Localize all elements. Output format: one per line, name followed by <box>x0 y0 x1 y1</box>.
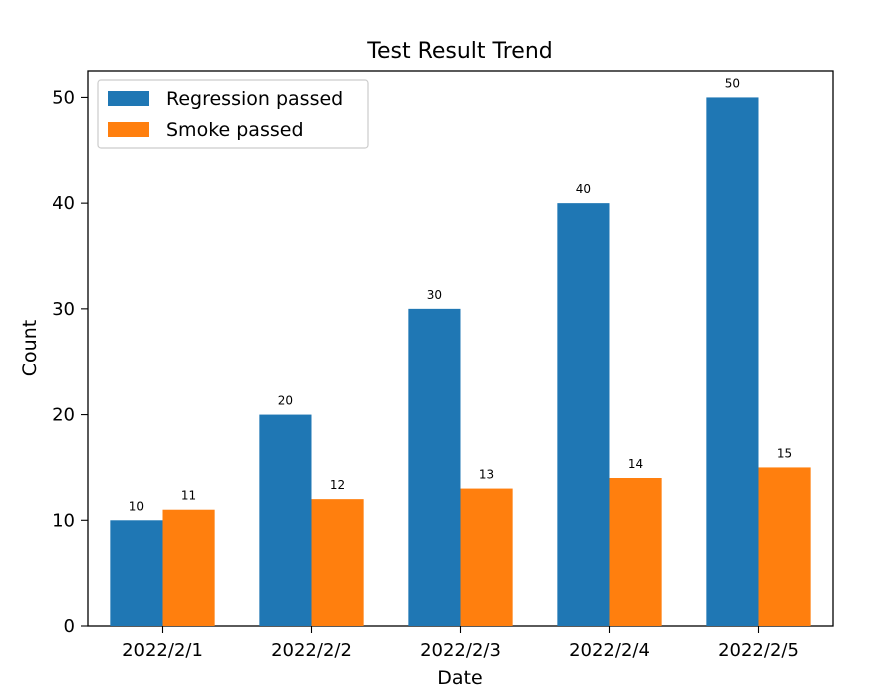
data-label-smoke-passed: 12 <box>330 478 345 492</box>
data-label-regression-passed: 30 <box>427 288 442 302</box>
y-axis-label: Count <box>19 320 41 376</box>
x-tick-label: 2022/2/2 <box>271 640 352 661</box>
bar-regression-passed <box>110 520 163 626</box>
y-tick-label: 50 <box>52 87 75 108</box>
chart-title: Test Result Trend <box>366 39 553 64</box>
legend-label-regression-passed: Regression passed <box>166 88 343 110</box>
x-axis-label: Date <box>437 667 482 689</box>
bar-regression-passed <box>557 203 610 626</box>
bar-smoke-passed <box>460 488 513 626</box>
x-tick-label: 2022/2/5 <box>718 640 799 661</box>
bar-smoke-passed <box>758 467 811 626</box>
data-label-smoke-passed: 15 <box>777 446 792 460</box>
bar-smoke-passed <box>609 478 662 626</box>
plot-area: 0 10 20 30 40 50 2022/2/1 2022/2/2 2022/2/3 2022/… <box>52 70 834 661</box>
data-label-regression-passed: 20 <box>278 394 293 408</box>
bar-regression-passed <box>706 97 759 626</box>
x-tick-label: 2022/2/3 <box>420 640 501 661</box>
legend-swatch-regression-passed <box>108 91 149 106</box>
data-label-smoke-passed: 11 <box>181 489 196 503</box>
y-tick-label: 20 <box>52 405 75 426</box>
x-tick-label: 2022/2/1 <box>122 640 203 661</box>
bar-regression-passed <box>408 308 461 626</box>
legend-swatch-smoke-passed <box>108 122 149 137</box>
bar-smoke-passed <box>162 509 215 626</box>
bar-regression-passed <box>259 414 312 626</box>
y-tick-label: 40 <box>52 193 75 214</box>
legend: Regression passed Smoke passed <box>97 79 369 149</box>
data-label-smoke-passed: 13 <box>479 468 494 482</box>
bar-smoke-passed <box>311 499 364 626</box>
legend-box <box>97 79 369 149</box>
data-label-regression-passed: 10 <box>129 499 144 513</box>
legend-label-smoke-passed: Smoke passed <box>166 119 304 141</box>
y-tick-label: 30 <box>52 299 75 320</box>
y-tick-label: 10 <box>52 510 75 531</box>
x-tick-label: 2022/2/4 <box>569 640 650 661</box>
data-label-regression-passed: 40 <box>576 182 591 196</box>
data-label-smoke-passed: 14 <box>628 457 643 471</box>
y-tick-label: 0 <box>64 616 75 637</box>
data-label-regression-passed: 50 <box>725 76 740 90</box>
